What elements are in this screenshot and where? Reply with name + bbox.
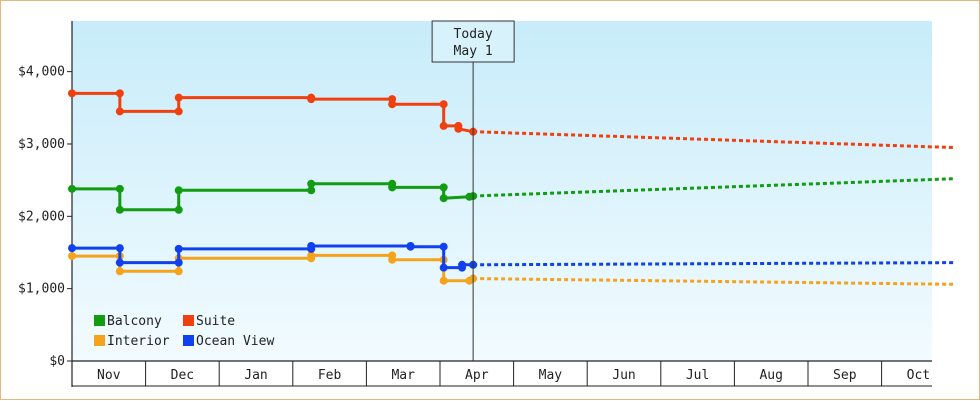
today-box [431,20,515,63]
legend-label: Interior [107,334,170,349]
x-tick-label: Oct [907,368,930,383]
y-tick-label: $1,000 [18,282,65,297]
data-point[interactable] [115,184,124,193]
data-point[interactable] [439,263,448,272]
data-point[interactable] [388,100,397,109]
x-tick-label: Apr [465,368,489,383]
x-axis: Nov Dec Jan Feb Mar Apr May Jun Jul Aug Sep Oct [72,360,932,387]
data-point[interactable] [174,107,183,116]
data-point[interactable] [115,244,124,253]
legend-swatch [183,335,194,346]
data-point[interactable] [439,242,448,251]
series-projection-line [473,177,956,198]
data-point[interactable] [388,183,397,192]
data-point[interactable] [439,100,448,109]
data-point[interactable] [68,244,76,253]
y-tick-label: $2,000 [18,209,65,224]
data-point[interactable] [307,95,316,104]
data-point[interactable] [174,244,183,253]
today-label: May 1 [454,44,493,59]
data-point[interactable] [307,251,316,260]
x-tick-label: Mar [391,368,415,383]
series-suite [68,89,956,150]
series-ocean-view [68,241,956,272]
data-point[interactable] [68,184,76,193]
y-tick-label: $3,000 [18,137,65,152]
data-point[interactable] [174,267,183,276]
series-balcony [68,177,956,214]
data-point[interactable] [115,267,124,276]
x-tick-label: Jul [686,368,709,383]
data-point[interactable] [388,255,397,264]
data-point[interactable] [307,241,316,250]
data-point[interactable] [115,205,124,214]
data-point[interactable] [439,194,448,203]
x-tick-label: Sep [833,368,857,383]
today-label: Today [454,27,493,42]
series-interior [68,251,956,286]
legend-label: Suite [196,314,235,329]
legend-swatch [94,315,105,326]
data-point[interactable] [174,186,183,195]
legend: Balcony Suite Interior Ocean View [94,314,274,349]
data-point[interactable] [174,205,183,214]
data-point[interactable] [115,107,124,116]
x-tick-label: May [539,368,563,383]
data-point[interactable] [174,93,183,102]
legend-label: Balcony [107,314,162,329]
today-marker: Today May 1 [431,20,515,361]
data-point[interactable] [68,89,76,98]
y-tick-label: $0 [49,354,65,369]
series-projection-line [473,261,956,267]
series-projection-line [473,130,956,150]
x-tick-label: Dec [171,368,194,383]
x-tick-label: Aug [759,368,782,383]
x-tick-label: Nov [97,368,121,383]
legend-swatch [183,315,194,326]
series-layer [68,89,956,286]
data-point[interactable] [439,183,448,192]
series-projection-line [473,277,956,286]
data-point[interactable] [454,124,463,133]
data-point[interactable] [174,258,183,267]
data-point[interactable] [439,121,448,130]
data-point[interactable] [68,252,76,261]
legend-label: Ocean View [196,334,274,349]
data-point[interactable] [406,242,415,251]
data-point[interactable] [115,89,124,98]
data-point[interactable] [458,260,467,269]
x-tick-label: Feb [318,368,342,383]
y-axis: $0 $1,000 $2,000 $3,000 $4,000 [18,21,73,387]
data-point[interactable] [115,258,124,267]
data-point[interactable] [307,186,316,195]
data-point[interactable] [439,276,448,285]
y-tick-label: $4,000 [18,65,65,80]
data-point[interactable] [307,179,316,188]
x-tick-label: Jan [244,368,267,383]
legend-swatch [94,335,105,346]
x-tick-label: Jun [612,368,635,383]
